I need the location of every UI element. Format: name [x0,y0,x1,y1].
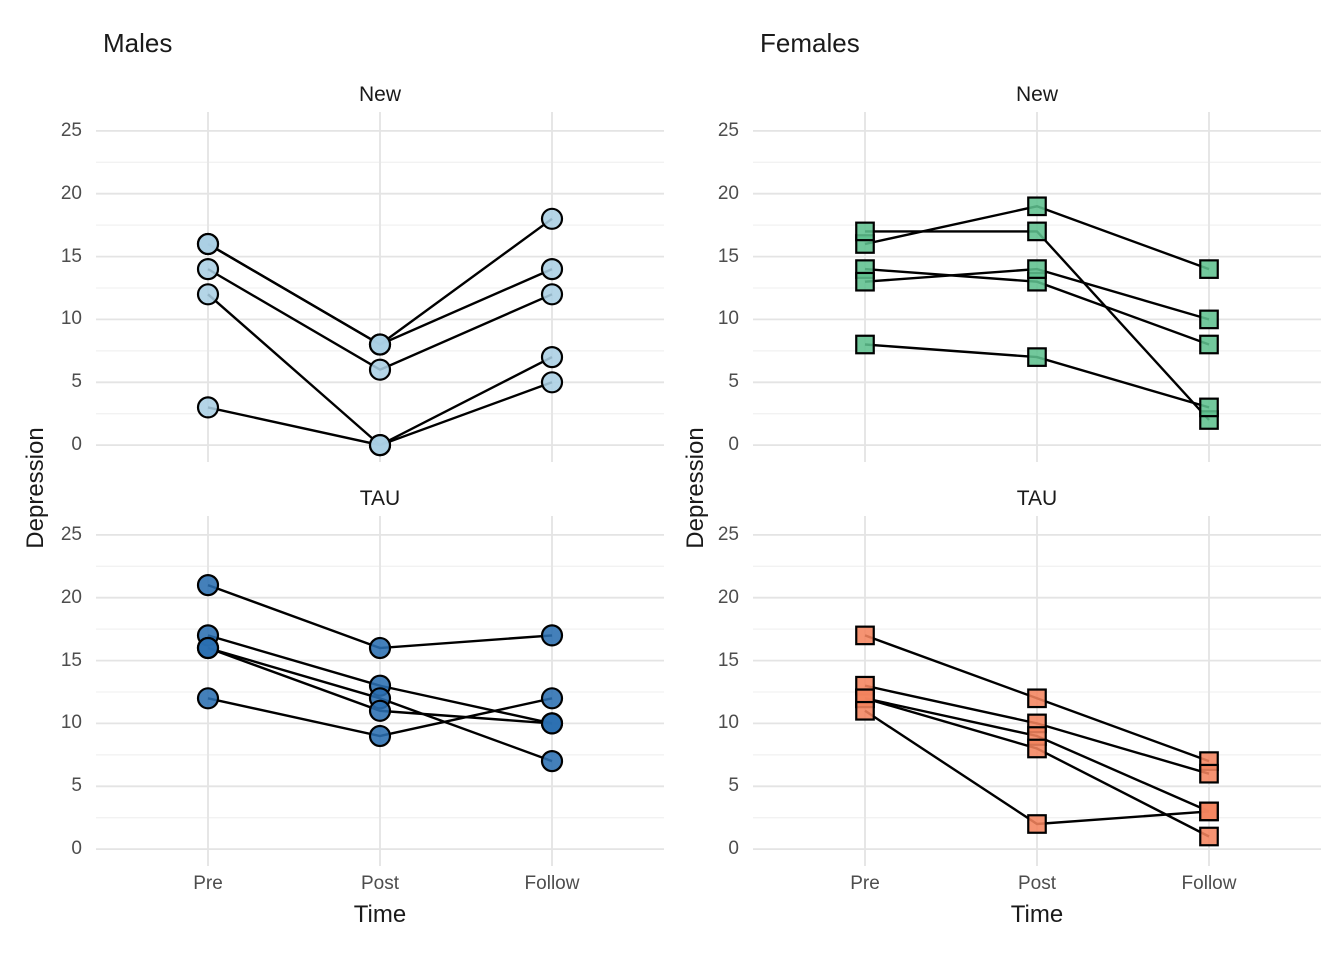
data-point [368,724,392,748]
facet-strip-females-new: New [1015,83,1058,106]
data-point [1027,259,1047,279]
males-panels-canvas [96,112,664,866]
y-tick-label: 0 [728,838,739,859]
data-point [196,232,220,256]
x-axis-title-males: Time [353,901,407,928]
data-point [540,258,564,281]
y-tick-label: 0 [71,838,82,859]
x-tick-label: Pre [193,873,223,894]
y-tick-label: 25 [717,120,739,141]
data-point [1027,347,1047,367]
x-tick-label: Follow [524,873,580,894]
y-tick-label: 15 [717,246,739,267]
plot-title-females: Females [760,28,860,58]
y-tick-label: 10 [717,712,739,733]
data-point [196,687,220,710]
data-point [1027,688,1047,709]
y-tick-label: 20 [717,587,739,608]
data-point [1199,826,1219,847]
data-point [1027,814,1047,834]
y-tick-label: 25 [60,524,82,545]
data-point [1199,397,1219,418]
y-tick-label: 0 [728,434,739,455]
x-tick-label: Post [360,873,400,894]
y-tick-label: 5 [71,371,82,392]
data-point [1199,801,1219,822]
x-tick-label: Post [1017,873,1057,894]
data-point [196,258,220,281]
y-tick-label: 20 [60,587,82,608]
y-tick-label: 20 [60,183,82,204]
facet-strip-females-tau: TAU [1016,487,1058,510]
data-point [1199,309,1219,330]
y-tick-label: 10 [60,712,82,733]
data-point [1027,221,1047,242]
data-point [368,699,392,722]
data-point [540,687,564,710]
data-point [368,636,392,660]
data-point [1199,334,1219,355]
y-tick-label: 20 [717,183,739,204]
data-point [855,625,875,646]
data-point [540,283,564,306]
data-point [196,573,220,597]
y-tick-label: 5 [728,371,739,392]
x-tick-label: Follow [1181,873,1237,894]
y-tick-label: 5 [71,775,82,796]
data-point [540,749,564,773]
x-axis-title-females: Time [1010,901,1064,928]
y-tick-label: 15 [60,246,82,267]
data-point [540,712,564,735]
data-point [196,396,220,419]
data-point [196,283,220,306]
data-point [540,207,564,230]
y-tick-label: 10 [717,308,739,329]
data-point [540,346,564,369]
data-point [368,434,392,457]
x-tick-label: Pre [850,873,880,894]
data-point [368,333,392,356]
facet-strip-males-new: New [358,83,401,106]
data-point [540,371,564,394]
plot-title-males: Males [103,28,173,58]
data-point [1027,738,1047,759]
data-point [855,700,875,721]
y-tick-label: 5 [728,775,739,796]
plot-males: Males New TAU Depression Time 25 20 15 10 5 0… [22,28,664,928]
y-tick-label: 15 [60,650,82,671]
y-tick-label: 15 [717,650,739,671]
data-point [855,334,875,355]
data-point [855,271,875,292]
y-tick-label: 10 [60,308,82,329]
females-panels-canvas [753,112,1321,866]
data-point [1199,763,1219,784]
data-point [368,358,392,381]
data-point [1027,196,1047,217]
data-point [855,221,875,242]
y-tick-label: 25 [60,120,82,141]
plot-females: Females New TAU Depression Time 25 20 15 10… [672,0,1344,960]
y-tick-label: 25 [717,524,739,545]
data-point [1199,259,1219,279]
data-point [196,636,220,660]
data-point [540,624,564,647]
y-tick-label: 0 [71,434,82,455]
facet-strip-males-tau: TAU [359,487,401,510]
